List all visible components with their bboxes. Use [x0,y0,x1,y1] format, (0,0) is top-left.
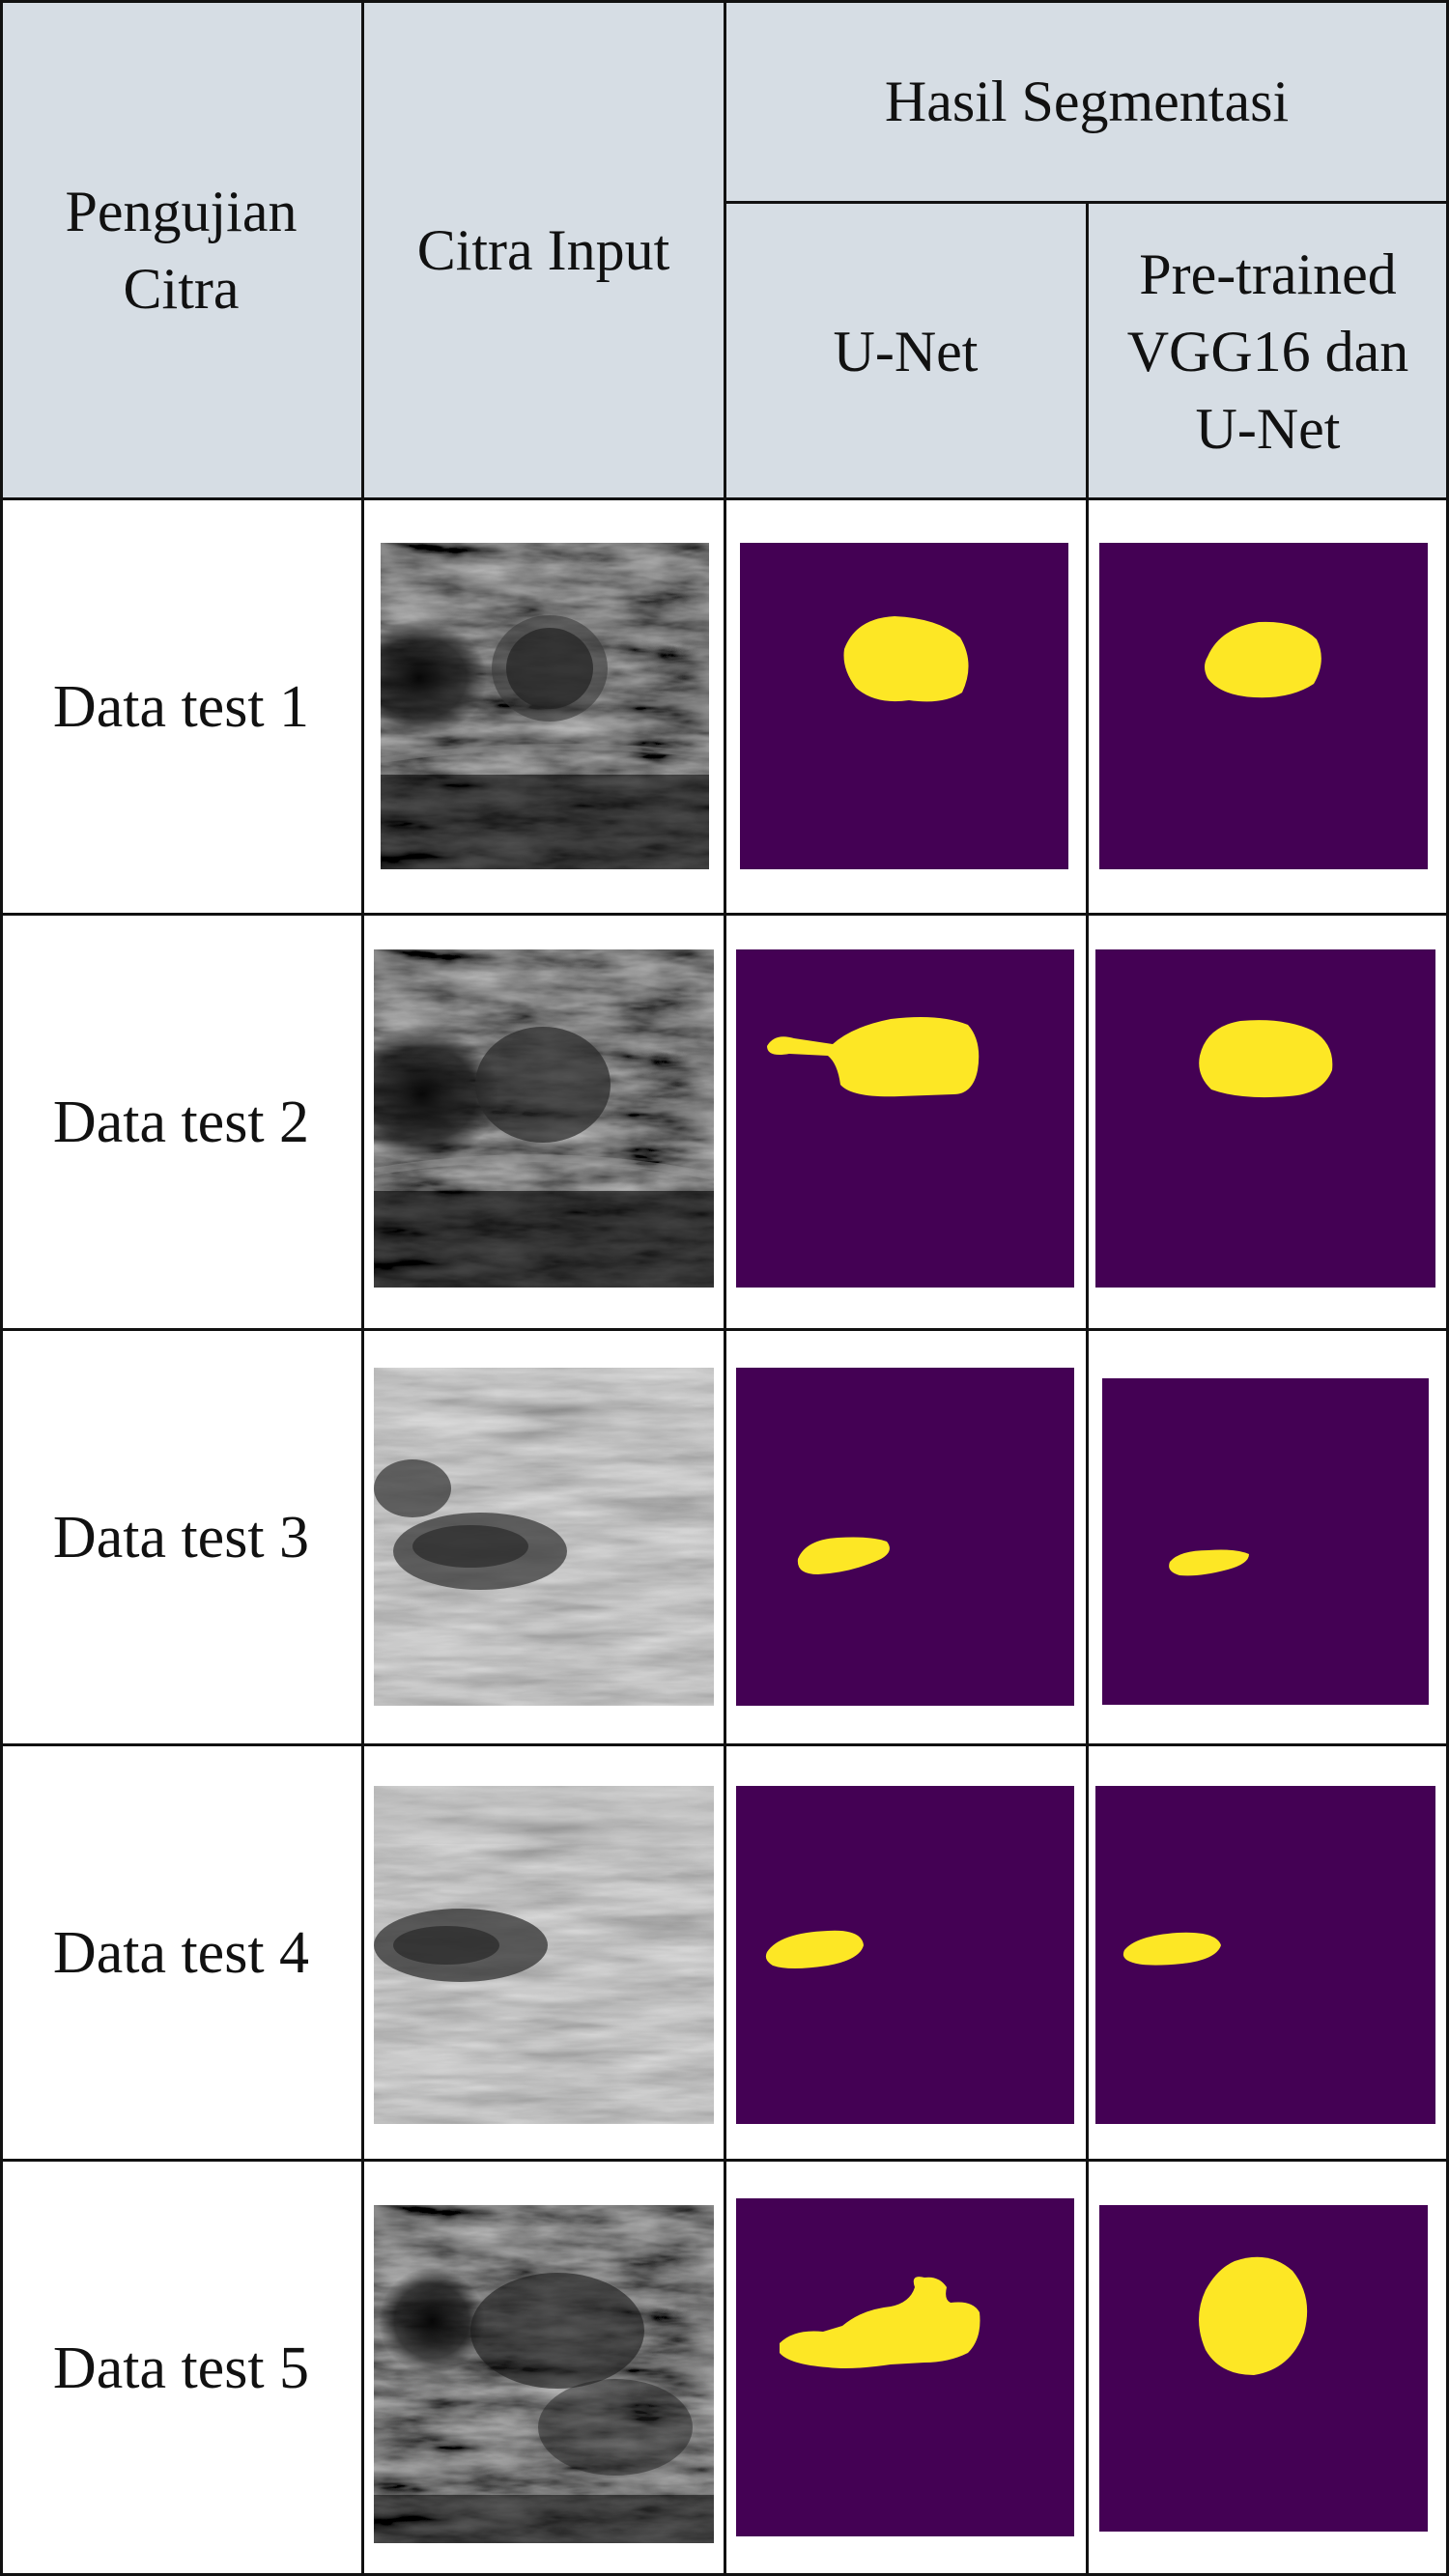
header-vgg16-unet: Pre-trained VGG16 dan U-Net [1087,203,1449,499]
header-pengujian-citra: Pengujian Citra [0,0,362,499]
header-citra-input-label: Citra Input [416,217,670,282]
vgg16-unet-mask-1 [1099,543,1428,869]
row-label-3-text: Data test 3 [52,1504,310,1571]
unet-mask-4 [736,1786,1074,2124]
row-label-2: Data test 2 [0,915,362,1330]
header-pengujian-citra-label: Pengujian Citra [65,179,298,321]
border-right [1446,0,1449,2576]
unet-mask-1 [740,543,1068,869]
row-label-1: Data test 1 [0,499,362,915]
header-bottom-divider [0,497,1449,500]
row-label-4: Data test 4 [0,1745,362,2161]
row-label-3: Data test 3 [0,1330,362,1745]
header-hasil-segmentasi-label: Hasil Segmentasi [884,70,1290,133]
row-label-2-text: Data test 2 [52,1089,310,1155]
border-left [0,0,3,2576]
unet-mask-5 [736,2198,1074,2536]
header-unet: U-Net [724,203,1087,499]
vgg16-unet-mask-5 [1099,2205,1428,2532]
header-group-divider [724,201,1449,204]
vgg16-unet-mask-4 [1095,1786,1435,2124]
header-vgg16-unet-line2: VGG16 dan [1126,319,1409,383]
col-divider-1 [361,0,364,2576]
unet-mask-2 [736,949,1074,1288]
row-label-5-text: Data test 5 [52,2335,310,2401]
row-divider-2 [0,1328,1449,1331]
vgg16-unet-mask-3 [1102,1378,1429,1705]
input-image-2 [374,949,714,1288]
header-unet-label: U-Net [833,319,979,383]
input-image-3 [374,1368,714,1706]
row-label-5: Data test 5 [0,2161,362,2576]
input-image-4 [374,1786,714,2124]
row-divider-3 [0,1743,1449,1746]
header-citra-input: Citra Input [362,0,724,499]
header-hasil-segmentasi: Hasil Segmentasi [724,0,1449,203]
header-vgg16-unet-line3: U-Net [1195,396,1341,461]
unet-mask-3 [736,1368,1074,1706]
input-image-1 [381,543,709,869]
row-label-4-text: Data test 4 [52,1919,310,1986]
col-divider-2 [724,0,726,2576]
row-divider-1 [0,913,1449,916]
row-divider-4 [0,2159,1449,2162]
header-vgg16-unet-line1: Pre-trained [1139,241,1397,306]
col-divider-3 [1086,201,1089,2576]
input-image-5 [374,2205,714,2543]
vgg16-unet-mask-2 [1095,949,1435,1288]
row-label-1-text: Data test 1 [52,673,310,740]
